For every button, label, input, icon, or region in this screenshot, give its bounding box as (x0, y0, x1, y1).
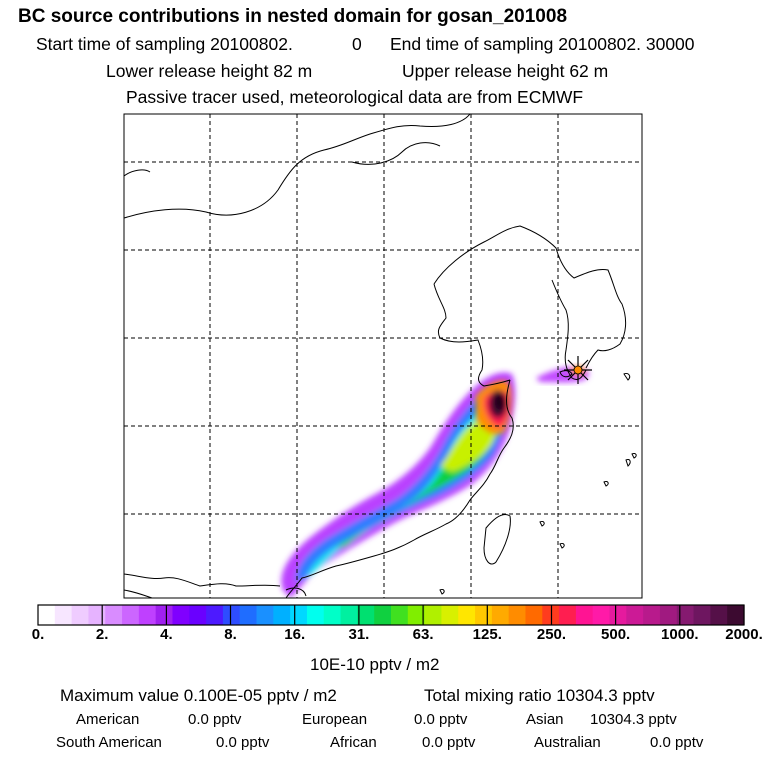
colorbar-cell (88, 605, 106, 625)
map-frame (123, 113, 643, 599)
colorbar-cell (256, 605, 274, 625)
colorbar-cell (458, 605, 476, 625)
asian-label: Asian (526, 711, 564, 728)
colorbar-cell (693, 605, 711, 625)
colorbar-cell (508, 605, 527, 625)
colorbar-cell (407, 605, 426, 625)
colorbar-frame (37, 604, 745, 626)
colorbar-cell (441, 605, 459, 625)
colorbar-cell (592, 605, 611, 625)
lat-lon-grid (124, 114, 642, 598)
south-american-label: South American (56, 734, 162, 751)
colorbar-tick-label: 0. (31, 626, 45, 643)
colorbar-dividers (101, 605, 681, 625)
colorbar-cell (391, 605, 409, 625)
colorbar-tick-label: 125. (472, 626, 502, 643)
receptor-marker (564, 356, 592, 384)
start-time-value: 0 (352, 34, 362, 54)
american-value: 0.0 pptv (188, 711, 242, 728)
australian-label: Australian (534, 734, 601, 751)
american-label: American (76, 711, 140, 728)
chart-title: BC source contributions in nested domain… (18, 6, 568, 27)
colorbar-cell (290, 605, 308, 625)
tracer-note: Passive tracer used, meteorological data… (126, 87, 584, 107)
end-time-label: End time of sampling 20100802. 30000 (390, 34, 695, 54)
upper-release-height: Upper release height 62 m (402, 61, 609, 81)
colorbar-tick-label: 16. (284, 626, 306, 643)
colorbar-unit: 10E-10 pptv / m2 (310, 655, 440, 674)
colorbar-cell (172, 605, 190, 625)
african-label: African (330, 734, 377, 751)
colorbar-tick-label: 500. (601, 626, 631, 643)
colorbar-cell (323, 605, 342, 625)
colorbar-cells (38, 605, 745, 625)
european-value: 0.0 pptv (414, 711, 468, 728)
colorbar-cell (575, 605, 594, 625)
colorbar-cell (676, 605, 695, 625)
colorbar (37, 604, 745, 626)
colorbar-cell (306, 605, 325, 625)
colorbar-cell (525, 605, 543, 625)
plume-blue (296, 388, 508, 582)
colorbar-cell (222, 605, 241, 625)
colorbar-tick-label: 2. (95, 626, 109, 643)
colorbar-cell (273, 605, 291, 625)
colorbar-cell (475, 605, 493, 625)
colorbar-cell (659, 605, 678, 625)
plume-core (476, 380, 512, 435)
colorbar-cell (710, 605, 728, 625)
colorbar-cell (374, 605, 392, 625)
colorbar-cell (626, 605, 644, 625)
colorbar-cell (609, 605, 627, 625)
colorbar-cell (155, 605, 174, 625)
plume-yellow (440, 414, 497, 472)
colorbar-cell (71, 605, 90, 625)
colorbar-cell (424, 605, 443, 625)
colorbar-cell (357, 605, 375, 625)
asian-value: 10304.3 pptv (590, 711, 677, 728)
colorbar-tick-label: 4. (160, 626, 173, 643)
jeju-island (559, 370, 573, 378)
lower-release-height: Lower release height 82 m (106, 61, 313, 81)
coastlines (124, 114, 637, 598)
colorbar-cell (138, 605, 157, 625)
colorbar-cell (643, 605, 661, 625)
south-american-value: 0.0 pptv (216, 734, 270, 751)
colorbar-cell (105, 605, 123, 625)
colorbar-cell (206, 605, 224, 625)
colorbar-cell (54, 605, 73, 625)
hainan-outline (285, 587, 307, 597)
colorbar-tick-label: 1000. (661, 626, 699, 643)
colorbar-cell (122, 605, 140, 625)
european-label: European (302, 711, 368, 728)
colorbar-tick-label: 250. (536, 626, 567, 643)
plume-concentration-field (281, 372, 516, 598)
maximum-value: Maximum value 0.100E-05 pptv / m2 (60, 686, 337, 705)
colorbar-tick-label: 63. (412, 626, 434, 643)
colorbar-cell (491, 605, 510, 625)
colorbar-cell (559, 605, 577, 625)
african-value: 0.0 pptv (422, 734, 476, 751)
colorbar-cell (239, 605, 258, 625)
colorbar-tick-label: 31. (348, 626, 370, 643)
plume-cyan (306, 404, 501, 578)
taiwan-outline (483, 514, 511, 565)
colorbar-cell (340, 605, 358, 625)
colorbar-cell (727, 605, 745, 625)
australian-value: 0.0 pptv (650, 734, 704, 751)
colorbar-tick-label: 8. (224, 626, 237, 643)
total-mixing-ratio: Total mixing ratio 10304.3 pptv (424, 686, 655, 705)
colorbar-tick-label: 2000. (725, 626, 763, 643)
colorbar-cell (189, 605, 207, 625)
colorbar-cell (38, 605, 56, 625)
start-time-label: Start time of sampling 20100802. (36, 34, 293, 54)
